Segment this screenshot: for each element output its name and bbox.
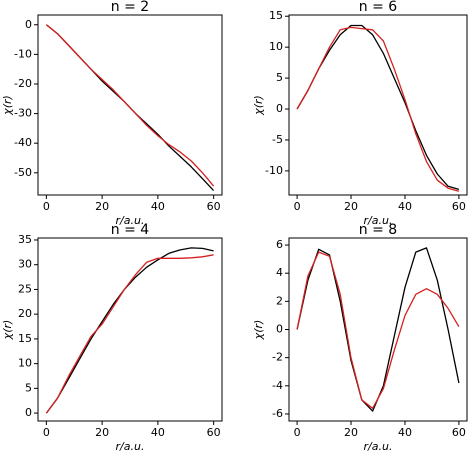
- y-tick-label: -5: [272, 133, 283, 146]
- series-line: [45, 24, 215, 187]
- subplot-title: n = 8: [359, 222, 397, 238]
- y-tick-label: 35: [18, 233, 32, 246]
- y-tick-label: -4: [272, 379, 283, 392]
- x-tick-label: 20: [344, 426, 358, 439]
- x-tick-label: 40: [151, 200, 165, 213]
- subplot-title: n = 2: [111, 0, 149, 15]
- y-axis-label: χ(r): [252, 95, 265, 116]
- x-tick-label: 40: [398, 426, 412, 439]
- x-tick-label: 60: [207, 426, 221, 439]
- y-tick-label: 15: [18, 332, 32, 345]
- series-line: [296, 24, 460, 191]
- y-tick-label: 10: [18, 357, 32, 370]
- axes-frame: [288, 14, 468, 196]
- x-tick-label: 60: [452, 200, 466, 213]
- axes-frame: [37, 14, 223, 196]
- y-tick-label: 30: [18, 258, 32, 271]
- subplot-title: n = 4: [111, 222, 150, 238]
- y-axis-label: χ(r): [252, 320, 265, 341]
- x-tick-label: 40: [151, 426, 165, 439]
- x-axis-label: r/a.u.: [364, 214, 393, 227]
- x-tick-label: 40: [398, 200, 412, 213]
- y-axis-label: χ(r): [1, 320, 14, 341]
- series-line: [296, 26, 460, 192]
- y-tick-label: 0: [276, 102, 283, 115]
- x-tick-label: 20: [344, 200, 358, 213]
- x-axis-label: r/a.u.: [116, 440, 145, 451]
- y-tick-label: 6: [276, 238, 283, 251]
- series-line: [45, 254, 214, 414]
- subplot-title: n = 6: [359, 0, 398, 15]
- y-tick-label: 0: [25, 18, 32, 31]
- x-tick-label: 0: [43, 426, 50, 439]
- y-tick-label: -50: [14, 166, 32, 179]
- x-tick-label: 0: [294, 200, 301, 213]
- x-tick-label: 20: [95, 200, 109, 213]
- y-tick-label: -6: [272, 407, 283, 420]
- x-tick-label: 60: [207, 200, 221, 213]
- series-line: [296, 251, 460, 409]
- y-tick-label: 5: [276, 71, 283, 84]
- y-tick-label: 15: [269, 9, 283, 22]
- y-tick-label: -40: [14, 136, 32, 149]
- y-tick-label: -10: [14, 47, 32, 60]
- y-tick-label: -10: [265, 164, 283, 177]
- axes-frame: [37, 237, 223, 422]
- y-axis-label: χ(r): [1, 95, 14, 116]
- x-tick-label: 20: [95, 426, 109, 439]
- y-tick-label: -20: [14, 77, 32, 90]
- y-tick-label: 2: [276, 294, 283, 307]
- x-tick-label: 0: [294, 426, 301, 439]
- y-tick-label: -30: [14, 107, 32, 120]
- x-tick-label: 60: [452, 426, 466, 439]
- series-line: [45, 247, 214, 414]
- y-tick-label: 10: [269, 40, 283, 53]
- y-tick-label: 4: [276, 266, 283, 279]
- y-tick-label: -2: [272, 351, 283, 364]
- x-tick-label: 0: [43, 200, 50, 213]
- y-tick-label: 0: [25, 406, 32, 419]
- y-tick-label: 20: [18, 307, 32, 320]
- y-tick-label: 5: [25, 381, 32, 394]
- y-tick-label: 0: [276, 323, 283, 336]
- series-line: [296, 247, 460, 412]
- x-axis-label: r/a.u.: [364, 440, 393, 451]
- axes-frame: [288, 237, 468, 422]
- x-axis-label: r/a.u.: [116, 214, 145, 227]
- y-tick-label: 25: [18, 282, 32, 295]
